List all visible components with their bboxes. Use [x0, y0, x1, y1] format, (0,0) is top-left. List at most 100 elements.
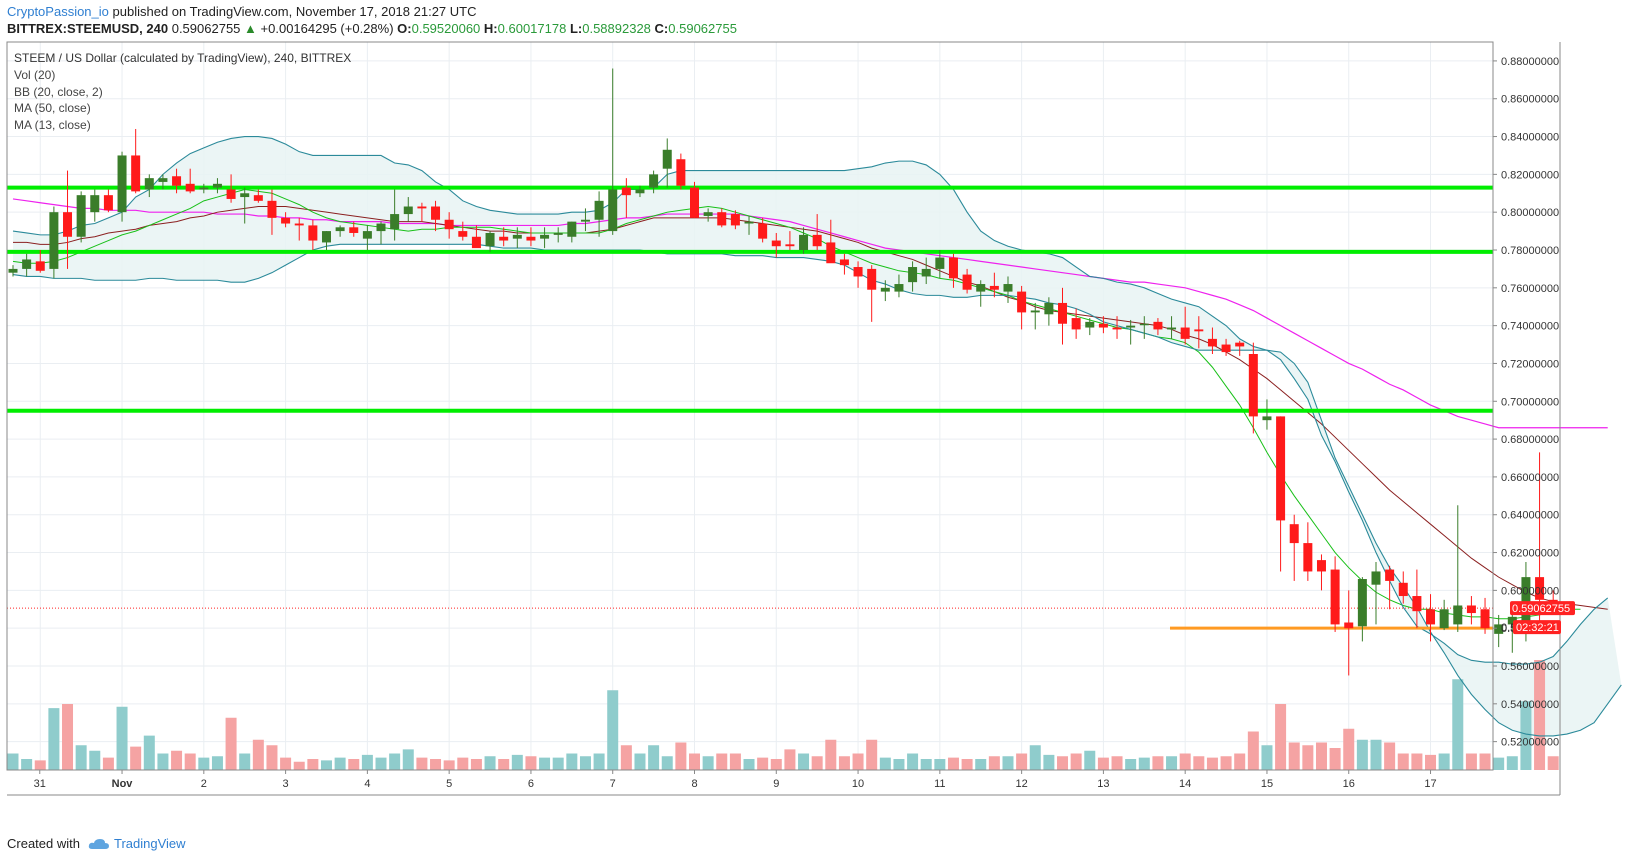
- time-axis[interactable]: 31 Nov 2 3 4 5 6 7 8 9 10 11 12 13 14 15 16 17: [34, 770, 1437, 790]
- volume-bar: [1438, 753, 1450, 770]
- candle-body: [989, 285, 999, 290]
- candle-body: [594, 200, 604, 220]
- volume-bar: [566, 753, 578, 770]
- x-tick-label: 13: [1097, 778, 1109, 790]
- y-tick-label: 0.80000000: [1501, 207, 1559, 219]
- created-with-label: Created with: [7, 836, 80, 851]
- candle-body: [540, 234, 550, 239]
- volume-bar: [361, 754, 373, 770]
- volume-bar: [402, 749, 414, 770]
- volume-bar: [1425, 754, 1437, 770]
- volume-bar: [21, 759, 33, 770]
- candle-body: [362, 231, 372, 239]
- volume-bar: [975, 759, 987, 770]
- volume-bar: [579, 756, 591, 770]
- volume-bar: [1002, 756, 1014, 770]
- candle-body: [1071, 318, 1081, 330]
- candle-body: [1316, 560, 1326, 572]
- author-link[interactable]: CryptoPassion_io: [7, 4, 109, 19]
- x-tick-label: 9: [773, 778, 779, 790]
- open-label: O:: [397, 21, 412, 36]
- candle-body: [1507, 616, 1517, 625]
- volume-bar: [157, 753, 169, 770]
- candle-body: [839, 259, 849, 266]
- volume-bar: [511, 754, 523, 770]
- volume-bar: [825, 739, 837, 770]
- volume-bar: [1302, 745, 1314, 770]
- candle-body: [76, 195, 86, 237]
- candle-body: [812, 234, 822, 247]
- volume-bar: [988, 756, 1000, 770]
- y-tick-label: 0.56000000: [1501, 661, 1559, 673]
- candle-body: [226, 189, 236, 199]
- candle-body: [335, 227, 345, 232]
- y-tick-label: 0.74000000: [1501, 321, 1559, 333]
- volume-bar: [1275, 704, 1287, 770]
- candle-body: [1207, 338, 1217, 347]
- candle-body: [1398, 582, 1408, 597]
- candle-body: [512, 234, 522, 239]
- volume-bar: [648, 745, 660, 770]
- candle-body: [267, 200, 277, 218]
- x-tick-label: 10: [852, 778, 864, 790]
- candle-body: [199, 187, 209, 190]
- candle-body: [785, 244, 795, 247]
- volume-bar: [661, 756, 673, 770]
- volume-bar: [961, 759, 973, 770]
- volume-bar: [838, 756, 850, 770]
- volume-bar: [634, 753, 646, 770]
- y-tick-label: 0.86000000: [1501, 94, 1559, 106]
- y-tick-label: 0.88000000: [1501, 56, 1559, 68]
- candle-body: [1235, 342, 1245, 347]
- last-price-tag-label: 0.59062755: [1512, 603, 1570, 615]
- volume-bar: [334, 757, 346, 770]
- x-tick-label: Nov: [112, 778, 134, 790]
- volume-bar: [252, 739, 264, 770]
- candle-body: [744, 221, 754, 224]
- legend-item-vol[interactable]: Vol (20): [14, 68, 55, 82]
- volume-bar: [1166, 756, 1178, 770]
- volume-bar: [389, 753, 401, 770]
- candle-body: [240, 193, 250, 198]
- volume-bars: [7, 660, 1559, 770]
- candle-body: [1385, 569, 1395, 581]
- tradingview-cloud-icon: [88, 838, 109, 849]
- candle-body: [485, 232, 495, 247]
- tradingview-link[interactable]: TradingView: [113, 836, 186, 851]
- candle-body: [1221, 344, 1231, 353]
- price-value: 0.59062755: [171, 21, 241, 36]
- volume-bar: [320, 760, 332, 770]
- candle-body: [880, 287, 890, 292]
- volume-bar: [1465, 753, 1477, 770]
- volume-bar: [1329, 748, 1341, 770]
- volume-bar: [716, 753, 728, 770]
- volume-bar: [307, 759, 319, 770]
- candle-body: [553, 232, 563, 235]
- volume-bar: [89, 750, 101, 770]
- volume-bar: [1261, 745, 1273, 770]
- legend-item-ma13[interactable]: MA (13, close): [14, 118, 91, 132]
- candle-body: [1030, 310, 1040, 313]
- volume-bar: [1547, 756, 1559, 770]
- volume-bar: [593, 753, 605, 770]
- x-tick-label: 2: [201, 778, 207, 790]
- change-value: +0.00164295 (+0.28%): [260, 21, 394, 36]
- candle-body: [853, 267, 863, 277]
- volume-bar: [1411, 753, 1423, 770]
- y-tick-label: 0.64000000: [1501, 510, 1559, 522]
- candle-body: [908, 267, 918, 283]
- candle-body: [294, 223, 304, 226]
- quote-line: BITTREX:STEEMUSD, 240 0.59062755 ▲ +0.00…: [7, 21, 737, 36]
- legend-item-ma50[interactable]: MA (50, close): [14, 101, 91, 115]
- volume-bar: [811, 756, 823, 770]
- volume-bar: [1070, 753, 1082, 770]
- volume-bar: [443, 760, 455, 770]
- price-axis[interactable]: 0.88000000 0.86000000 0.84000000 0.82000000…: [1493, 56, 1575, 749]
- candle-body: [1044, 302, 1054, 315]
- countdown-label: 02:32:21: [1516, 622, 1559, 634]
- bb-lower-line: [12, 243, 1622, 737]
- volume-bar: [375, 757, 387, 770]
- legend-item-bb[interactable]: BB (20, close, 2): [14, 85, 103, 99]
- x-tick-label: 5: [446, 778, 452, 790]
